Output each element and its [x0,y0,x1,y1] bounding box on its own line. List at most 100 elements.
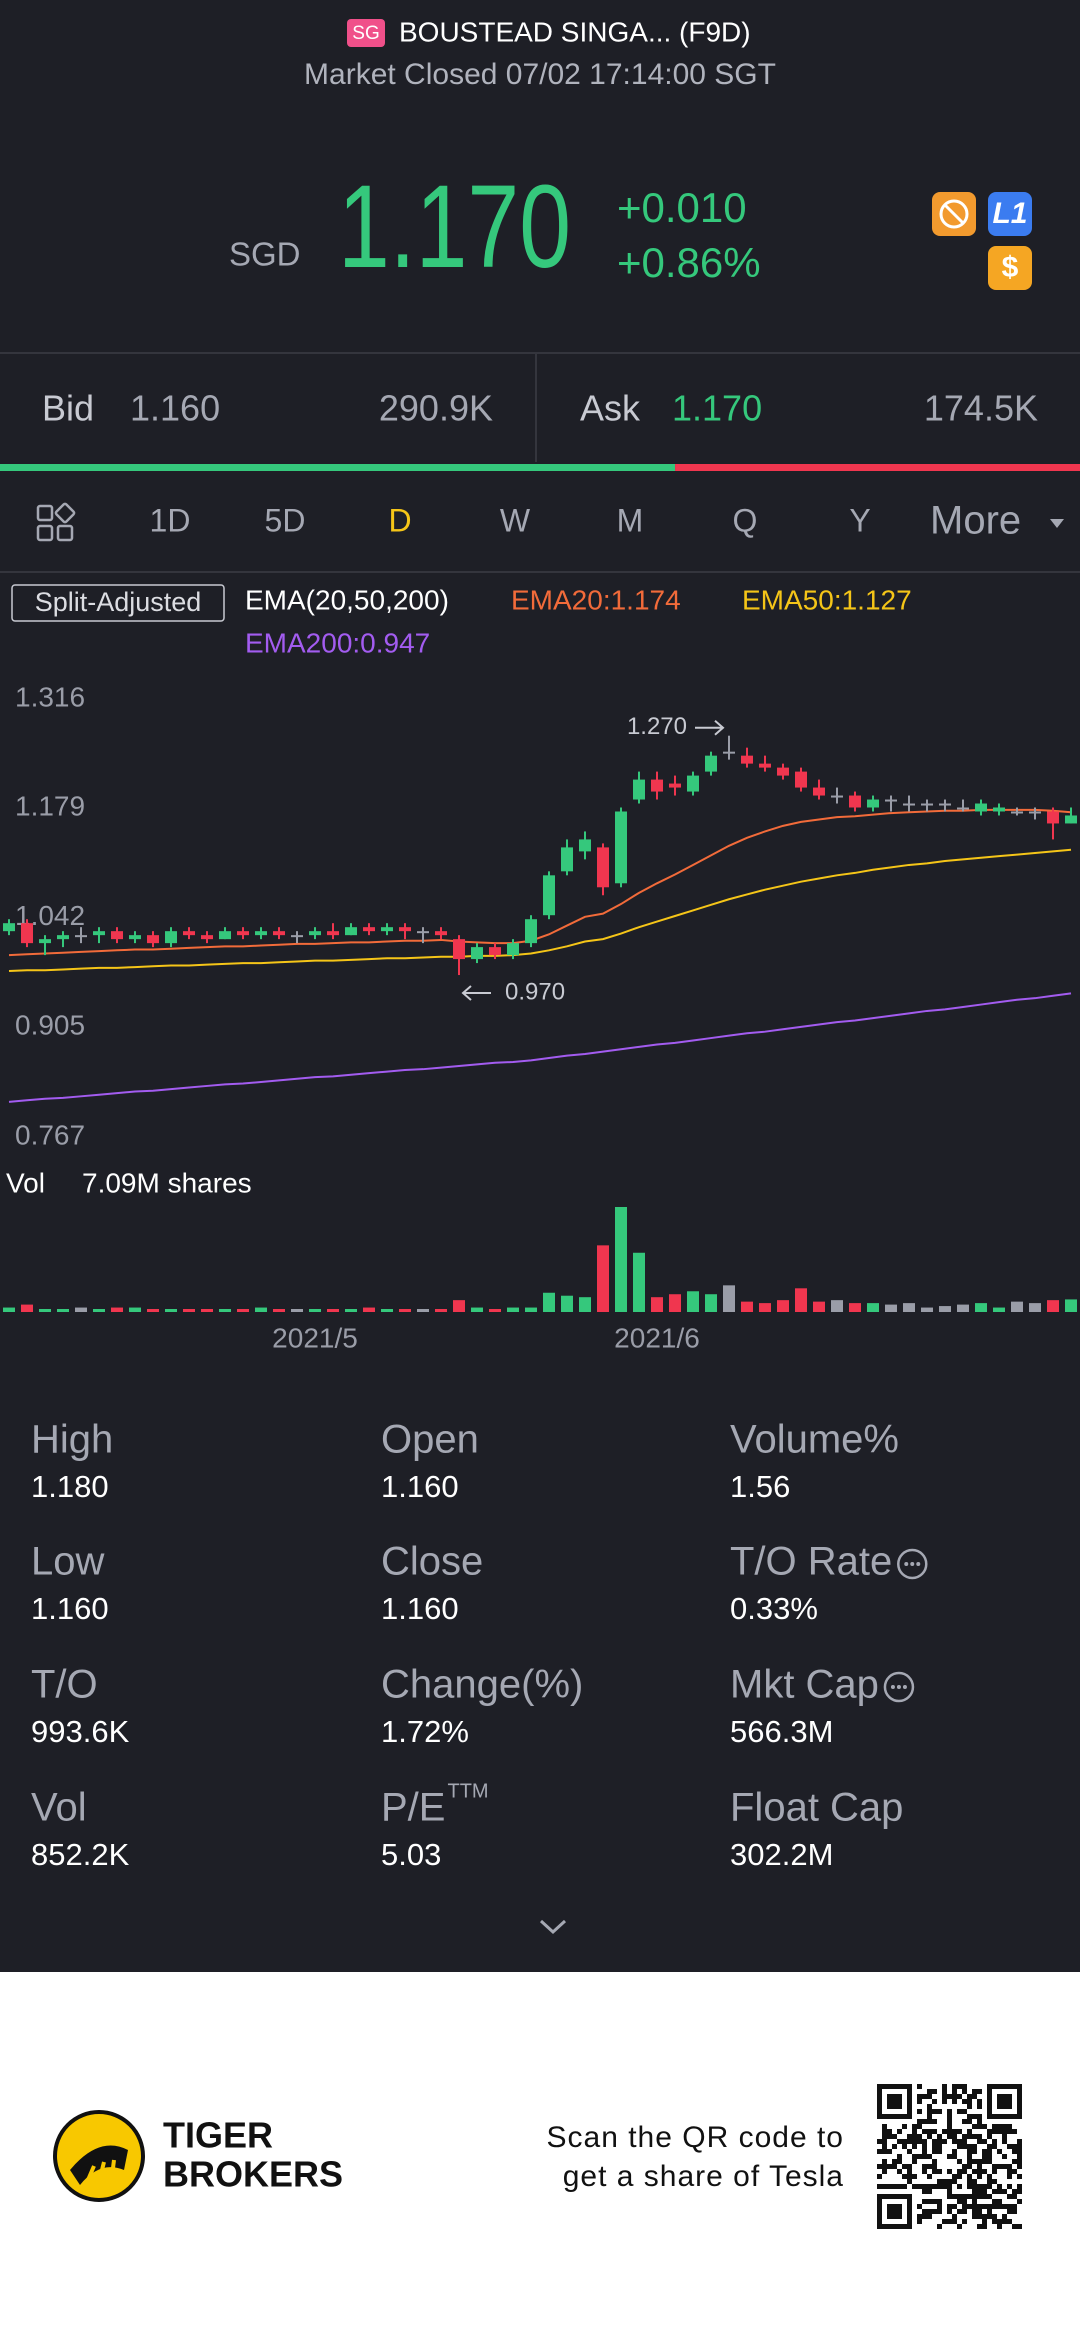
qr-module [902,2084,907,2089]
candle-body [291,935,303,938]
qr-module [937,2179,942,2184]
qr-module [887,2224,892,2229]
period-tab[interactable]: M [617,502,644,538]
qr-module [997,2204,1002,2209]
qr-module [907,2214,912,2219]
volume-bar [3,1307,15,1312]
qr-module [967,2159,972,2164]
qr-module [977,2124,982,2129]
qr-module [967,2129,972,2134]
y-tick-label: 1.179 [15,791,85,822]
candle-body [363,927,375,932]
qr-module [982,2159,987,2164]
indicator-label[interactable]: EMA(20,50,200) [245,584,449,615]
qr-module [912,2124,917,2129]
qr-module [887,2084,892,2089]
period-tab[interactable]: More [930,499,1021,543]
qr-module [927,2199,932,2204]
qr-module [982,2219,987,2224]
short-sell-icon[interactable] [932,192,976,236]
qr-module [902,2124,907,2129]
stat-value: 5.03 [381,1837,441,1872]
period-tab[interactable]: D [388,502,411,538]
volume-bar [777,1300,789,1312]
volume-bar [1029,1303,1041,1312]
qr-module [947,2119,952,2124]
qr-module [892,2194,897,2199]
volume-bar [309,1309,321,1312]
period-tab[interactable]: W [500,502,531,538]
qr-module [902,2139,907,2144]
icon-cell [36,524,54,542]
qr-module [957,2174,962,2179]
ema-line [8,848,1072,973]
qr-module [977,2204,982,2209]
candle-body [255,931,267,936]
qr-module [977,2119,982,2124]
qr-module [942,2184,947,2189]
qr-module [972,2214,977,2219]
qr-module [937,2209,942,2214]
info-icon[interactable] [883,1671,915,1703]
qr-module [1012,2084,1017,2089]
qr-module [1007,2219,1012,2224]
qr-module [932,2184,937,2189]
annotation-label: 1.270 [627,713,687,740]
qr-module [942,2084,947,2089]
qr-module [957,2129,962,2134]
info-icon[interactable] [897,1548,928,1580]
qr-module [877,2109,882,2114]
qr-module [972,2124,977,2129]
qr-module [912,2129,917,2134]
qr-module [987,2149,992,2154]
qr-module [997,2224,1002,2229]
volume-bar [453,1300,465,1312]
qr-module [937,2199,942,2204]
volume-bar [165,1309,177,1312]
qr-module [1012,2114,1017,2119]
qr-module [912,2144,917,2149]
qr-module [922,2139,927,2144]
period-tab[interactable]: Q [733,502,758,538]
qr-module [932,2099,937,2104]
qr-module [932,2144,937,2149]
level-badge[interactable] [988,192,1032,236]
volume-bar [795,1288,807,1312]
qr-module [947,2154,952,2159]
volume-bar [957,1304,969,1312]
y-tick-label: 0.905 [15,1009,85,1040]
candle-body [975,803,987,812]
stat-label: Low [31,1540,104,1584]
qr-module [987,2174,992,2179]
qr-module [967,2174,972,2179]
candle-body [741,755,753,764]
period-tab[interactable]: 1D [150,502,191,538]
candle-body [561,847,573,872]
qr-module [932,2199,937,2204]
candle-body [273,931,285,936]
expand-chevron[interactable] [539,1919,567,1935]
more-caret[interactable] [1050,519,1064,528]
qr-module [907,2094,912,2099]
period-tab[interactable]: Y [849,502,870,538]
volume-bar [489,1309,501,1312]
margin-badge[interactable] [988,246,1032,290]
qr-module [967,2094,972,2099]
qr-module [997,2149,1002,2154]
candle-body [651,779,663,792]
period-tab[interactable]: 5D [265,502,306,538]
qr-module [957,2159,962,2164]
qr-module [882,2224,887,2229]
qr-module [982,2149,987,2154]
layout-icon[interactable] [36,502,76,542]
bid-pressure-bar [0,464,676,471]
qr-module [882,2184,887,2189]
volume-bar [759,1303,771,1312]
candle-body [723,751,735,754]
stat-label: Close [381,1540,483,1584]
qr-module [947,2189,952,2194]
ask-size: 174.5K [924,388,1038,429]
adjustment-box[interactable] [11,584,225,622]
candle-body [597,847,609,888]
qr-module [887,2094,892,2099]
